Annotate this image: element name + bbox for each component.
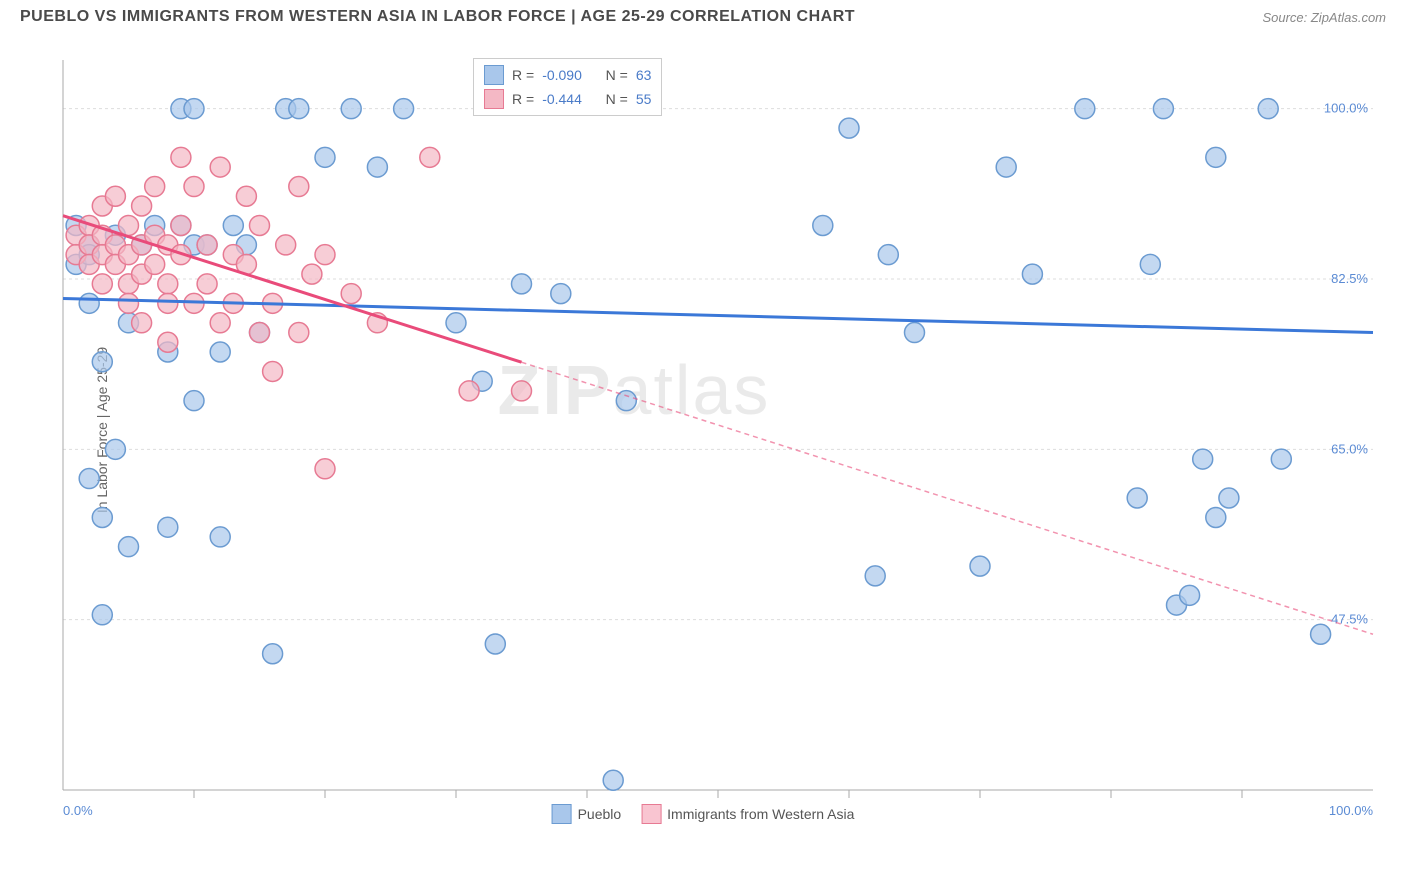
swatch-icon (552, 804, 572, 824)
legend-item-1: Pueblo (552, 804, 622, 824)
stats-legend-row-1: R = -0.090 N = 63 (484, 63, 651, 87)
n-label: N = (606, 91, 628, 107)
swatch-icon (641, 804, 661, 824)
svg-text:65.0%: 65.0% (1331, 441, 1368, 456)
chart-title: PUEBLO VS IMMIGRANTS FROM WESTERN ASIA I… (20, 8, 855, 26)
legend-label-1: Pueblo (578, 806, 622, 822)
svg-text:0.0%: 0.0% (63, 803, 93, 818)
chart-svg: 47.5% 65.0% 82.5% 100.0% 0.0% 100.0% (13, 30, 1393, 830)
r-value-1: -0.090 (542, 67, 582, 83)
r-label: R = (512, 67, 534, 83)
svg-text:47.5%: 47.5% (1331, 612, 1368, 627)
legend-item-2: Immigrants from Western Asia (641, 804, 854, 824)
n-value-2: 55 (636, 91, 652, 107)
stats-legend-row-2: R = -0.444 N = 55 (484, 87, 651, 111)
r-label: R = (512, 91, 534, 107)
n-label: N = (606, 67, 628, 83)
swatch-icon (484, 89, 504, 109)
stats-legend: R = -0.090 N = 63 R = -0.444 N = 55 (473, 58, 662, 116)
chart-container: In Labor Force | Age 25-29 ZIPatlas 47.5… (13, 30, 1393, 830)
legend-label-2: Immigrants from Western Asia (667, 806, 854, 822)
bottom-legend: Pueblo Immigrants from Western Asia (552, 804, 855, 824)
svg-text:82.5%: 82.5% (1331, 271, 1368, 286)
chart-header: PUEBLO VS IMMIGRANTS FROM WESTERN ASIA I… (0, 0, 1406, 30)
svg-text:100.0%: 100.0% (1329, 803, 1374, 818)
swatch-icon (484, 65, 504, 85)
svg-text:100.0%: 100.0% (1324, 101, 1369, 116)
r-value-2: -0.444 (542, 91, 582, 107)
n-value-1: 63 (636, 67, 652, 83)
chart-source: Source: ZipAtlas.com (1262, 10, 1386, 25)
